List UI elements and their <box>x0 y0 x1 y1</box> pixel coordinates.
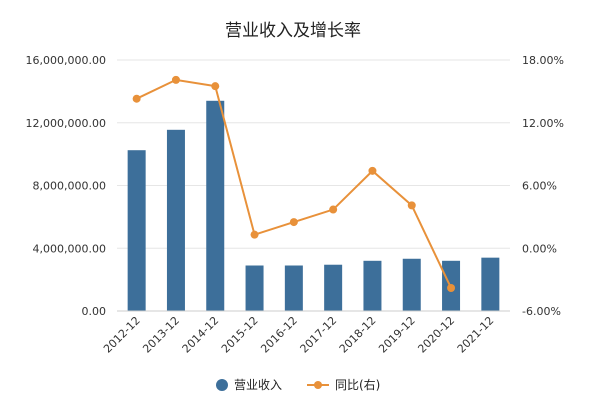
x-tick-label: 2013-12 <box>140 314 182 356</box>
x-tick-label: 2020-12 <box>415 314 457 356</box>
line-point-2016-12[interactable] <box>289 218 298 227</box>
bar-2018-12[interactable] <box>363 260 382 311</box>
left-axis: 0.00 4,000,000.00 8,000,000.00 12,000,000.0… <box>26 54 106 318</box>
left-tick-label: 12,000,000.00 <box>26 117 106 130</box>
legend-line-dot <box>314 381 322 389</box>
bar-2019-12[interactable] <box>402 258 421 311</box>
x-tick-label: 2017-12 <box>298 314 340 356</box>
right-tick-label: 12.00% <box>522 117 564 130</box>
left-tick-label: 4,000,000.00 <box>33 242 106 255</box>
line-point-2013-12[interactable] <box>171 75 180 84</box>
line-point-2018-12[interactable] <box>368 166 377 175</box>
legend-bar-label[interactable]: 营业收入 <box>234 378 282 392</box>
left-tick-label: 16,000,000.00 <box>26 54 106 67</box>
line-point-2012-12[interactable] <box>132 94 141 103</box>
legend[interactable]: 营业收入 同比(右) <box>216 377 380 392</box>
x-tick-label: 2015-12 <box>219 314 261 356</box>
legend-line-label[interactable]: 同比(右) <box>335 377 380 392</box>
line-series <box>132 75 456 292</box>
line-point-2015-12[interactable] <box>250 230 259 239</box>
line-point-2019-12[interactable] <box>407 201 416 210</box>
x-tick-label: 2012-12 <box>101 314 143 356</box>
x-tick-label: 2016-12 <box>258 314 300 356</box>
bar-2013-12[interactable] <box>166 129 185 311</box>
bar-2014-12[interactable] <box>206 100 225 311</box>
line-point-2020-12[interactable] <box>447 283 456 292</box>
right-tick-label: 6.00% <box>522 180 557 193</box>
chart-title: 营业收入及增长率 <box>225 21 361 41</box>
x-tick-label: 2019-12 <box>376 314 418 356</box>
left-tick-label: 8,000,000.00 <box>33 180 106 193</box>
x-tick-label: 2014-12 <box>180 314 222 356</box>
bar-2015-12[interactable] <box>245 265 264 311</box>
right-axis: -6.00% 0.00% 6.00% 12.00% 18.00% <box>522 54 564 318</box>
x-axis: 2012-122013-122014-122015-122016-122017-… <box>101 310 510 356</box>
bar-series <box>127 100 500 311</box>
line-point-2017-12[interactable] <box>329 205 338 214</box>
bar-2017-12[interactable] <box>324 264 343 311</box>
x-tick-label: 2018-12 <box>337 314 379 356</box>
bar-2021-12[interactable] <box>481 257 500 311</box>
right-tick-label: 18.00% <box>522 54 564 67</box>
x-tick-label: 2021-12 <box>455 314 497 356</box>
right-tick-label: 0.00% <box>522 242 557 255</box>
bar-2012-12[interactable] <box>127 150 146 311</box>
bar-2016-12[interactable] <box>284 265 303 311</box>
right-tick-label: -6.00% <box>522 305 561 318</box>
left-tick-label: 0.00 <box>82 305 107 318</box>
line-point-2014-12[interactable] <box>211 82 220 91</box>
legend-bar-marker <box>216 379 228 391</box>
